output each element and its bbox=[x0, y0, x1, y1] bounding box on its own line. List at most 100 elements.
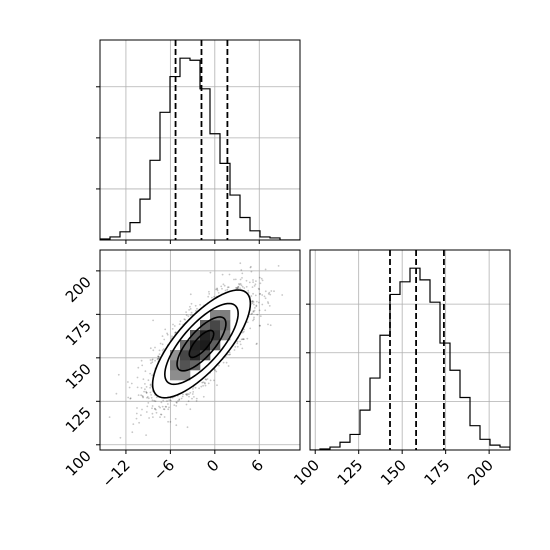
histogram-bin bbox=[180, 58, 190, 240]
scatter-point bbox=[189, 305, 191, 308]
scatter-point bbox=[250, 270, 253, 273]
scatter-point bbox=[128, 386, 131, 389]
scatter-point bbox=[131, 431, 134, 434]
axes-frame bbox=[99, 249, 301, 451]
scatter-point bbox=[145, 390, 148, 393]
scatter-point bbox=[146, 396, 149, 398]
scatter-point bbox=[251, 312, 254, 315]
scatter-point bbox=[215, 288, 217, 291]
histogram-bin bbox=[130, 223, 140, 240]
y-tick-label-param1: 175 bbox=[62, 316, 95, 349]
scatter-point bbox=[146, 396, 148, 399]
density-cell bbox=[210, 310, 221, 321]
scatter-point bbox=[261, 279, 264, 282]
scatter-point bbox=[217, 292, 220, 294]
scatter-point bbox=[243, 287, 246, 289]
scatter-point bbox=[252, 292, 255, 295]
scatter-point bbox=[127, 396, 130, 399]
scatter-point bbox=[194, 386, 197, 389]
scatter-point bbox=[267, 302, 270, 305]
scatter-point bbox=[138, 421, 141, 424]
scatter-point bbox=[254, 294, 257, 297]
scatter-point bbox=[150, 396, 153, 399]
scatter-point bbox=[151, 412, 154, 415]
axis-ticks bbox=[96, 86, 260, 244]
scatter-point bbox=[188, 393, 190, 396]
scatter-point bbox=[174, 418, 177, 420]
scatter-point bbox=[185, 314, 188, 317]
scatter-point bbox=[213, 295, 216, 298]
scatter-point bbox=[267, 301, 269, 303]
scatter-point bbox=[158, 405, 160, 408]
scatter-point bbox=[169, 421, 172, 423]
scatter-point bbox=[268, 305, 271, 307]
density-contour bbox=[164, 302, 239, 386]
scatter-point bbox=[163, 416, 166, 418]
scatter-point bbox=[150, 362, 152, 365]
histogram-bin bbox=[430, 302, 440, 450]
quantile-lines bbox=[389, 250, 445, 450]
scatter-point bbox=[239, 278, 242, 281]
density-cell bbox=[200, 320, 211, 331]
scatter-point bbox=[189, 293, 192, 296]
scatter-point bbox=[156, 358, 159, 361]
histogram-bin bbox=[240, 218, 250, 240]
scatter-point bbox=[153, 399, 156, 402]
scatter-point bbox=[169, 399, 172, 402]
histogram-bin bbox=[340, 442, 350, 450]
scatter-point bbox=[270, 290, 273, 292]
scatter-point bbox=[258, 309, 261, 312]
scatter-point bbox=[195, 400, 198, 402]
y-tick-label-param1: 125 bbox=[62, 403, 95, 436]
scatter-point bbox=[164, 328, 167, 331]
histogram-bin bbox=[410, 268, 420, 450]
scatter-point bbox=[140, 359, 143, 362]
scatter-point bbox=[207, 382, 210, 385]
scatter-point bbox=[258, 276, 261, 279]
scatter-point bbox=[254, 307, 256, 309]
x-tick-label-param0: 0 bbox=[203, 456, 222, 475]
scatter-point bbox=[191, 397, 193, 400]
scatter-point bbox=[216, 287, 219, 290]
scatter-point bbox=[239, 287, 242, 290]
scatter-point bbox=[161, 349, 164, 351]
scatter-point bbox=[267, 293, 270, 295]
grid bbox=[100, 250, 300, 450]
scatter-point bbox=[214, 369, 217, 371]
histogram-bin bbox=[120, 232, 130, 240]
scatter-point bbox=[166, 332, 169, 335]
scatter-point bbox=[236, 287, 239, 289]
scatter-point bbox=[178, 398, 181, 401]
histogram-bin bbox=[360, 410, 370, 450]
scatter-point bbox=[143, 390, 146, 393]
scatter-point bbox=[228, 273, 231, 276]
scatter-point bbox=[253, 318, 255, 321]
scatter-point bbox=[165, 405, 168, 408]
scatter-point bbox=[149, 383, 152, 386]
scatter-point bbox=[216, 384, 218, 387]
scatter-point bbox=[182, 393, 184, 396]
histogram-bin bbox=[370, 378, 380, 450]
scatter-point bbox=[188, 309, 191, 311]
x-tick-label-param0: −12 bbox=[99, 456, 134, 491]
scatter-point bbox=[245, 279, 248, 282]
density-cell bbox=[180, 360, 191, 371]
scatter-point bbox=[221, 273, 224, 276]
histogram-bin bbox=[400, 282, 410, 450]
scatter-point bbox=[155, 411, 158, 414]
scatter-point bbox=[239, 262, 242, 265]
scatter-point bbox=[180, 397, 183, 400]
scatter-point bbox=[252, 279, 254, 281]
scatter-point bbox=[243, 338, 245, 341]
density-contour bbox=[188, 329, 215, 359]
scatter-point bbox=[234, 346, 237, 348]
x-tick-label-param1: 100 bbox=[290, 456, 323, 489]
scatter-point bbox=[256, 342, 258, 345]
scatter-point bbox=[171, 335, 173, 338]
scatter-point bbox=[166, 400, 168, 402]
scatter-point bbox=[209, 379, 212, 382]
density-cell bbox=[170, 360, 181, 371]
scatter-point bbox=[235, 286, 237, 289]
density-cell bbox=[190, 340, 201, 351]
